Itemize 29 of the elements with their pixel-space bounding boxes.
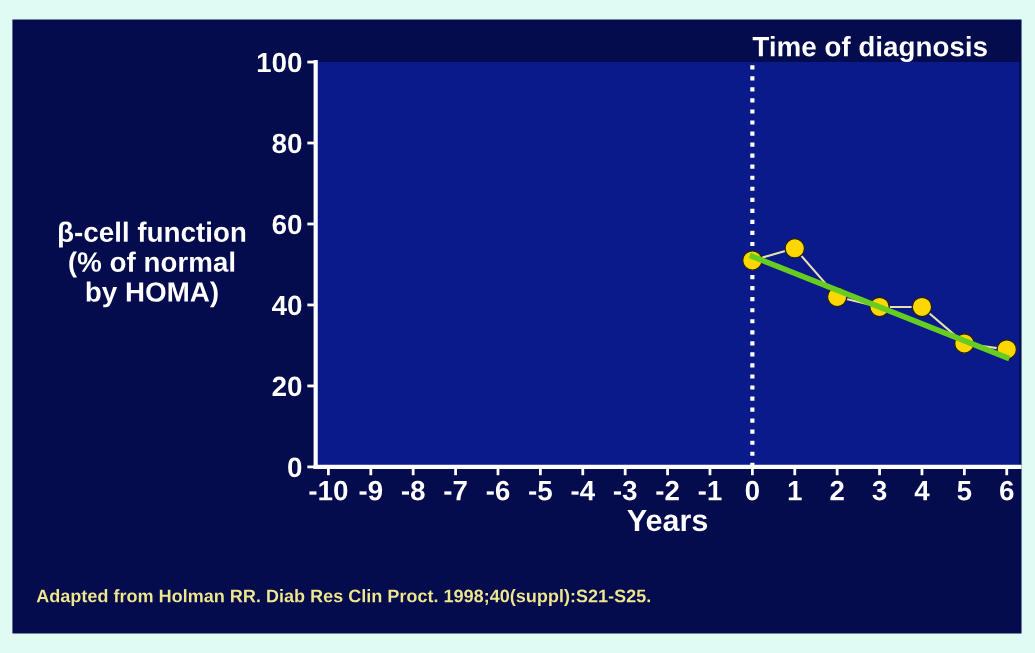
x-tick-label: -9 — [359, 480, 383, 501]
x-tick-label: -2 — [656, 480, 679, 501]
x-tick-label: 3 — [872, 480, 887, 501]
x-axis-title: Years — [627, 509, 708, 532]
y-tick-label: 100 — [257, 52, 302, 73]
y-tick-label: 80 — [272, 133, 302, 154]
x-tick-label: -6 — [486, 480, 510, 501]
x-tick-label: -3 — [613, 480, 637, 501]
x-tick-label: -8 — [401, 480, 425, 501]
y-tick-label: 40 — [272, 295, 302, 316]
point — [784, 237, 806, 259]
x-tick-label: -10 — [309, 480, 348, 501]
y-tick-label: 0 — [288, 457, 302, 478]
x-tick-label: -4 — [571, 481, 595, 501]
x-tick-label: 1 — [788, 481, 802, 501]
y-axis-title: β-cell function (% of normal by HOMA) — [59, 221, 246, 308]
x-tick-label: 4 — [914, 481, 930, 501]
x-tick-label: -1 — [698, 481, 722, 501]
x-tick-label: 2 — [830, 480, 844, 501]
point — [911, 296, 933, 318]
x-tick-label: -5 — [529, 481, 552, 501]
y-tick-label: 60 — [272, 214, 302, 235]
x-tick-label: 0 — [745, 480, 759, 501]
x-tick-label: 5 — [957, 481, 972, 501]
y-tick-label: 20 — [272, 376, 302, 397]
x-tick-label: 6 — [1000, 480, 1014, 501]
text: Adapted from Holman RR. Diab Res Clin Proct. 1998;40(suppl):S21-S25. — [36, 589, 651, 606]
x-tick-label: -7 — [444, 481, 467, 501]
ref-line-label: Time of diagnosis — [752, 36, 987, 63]
